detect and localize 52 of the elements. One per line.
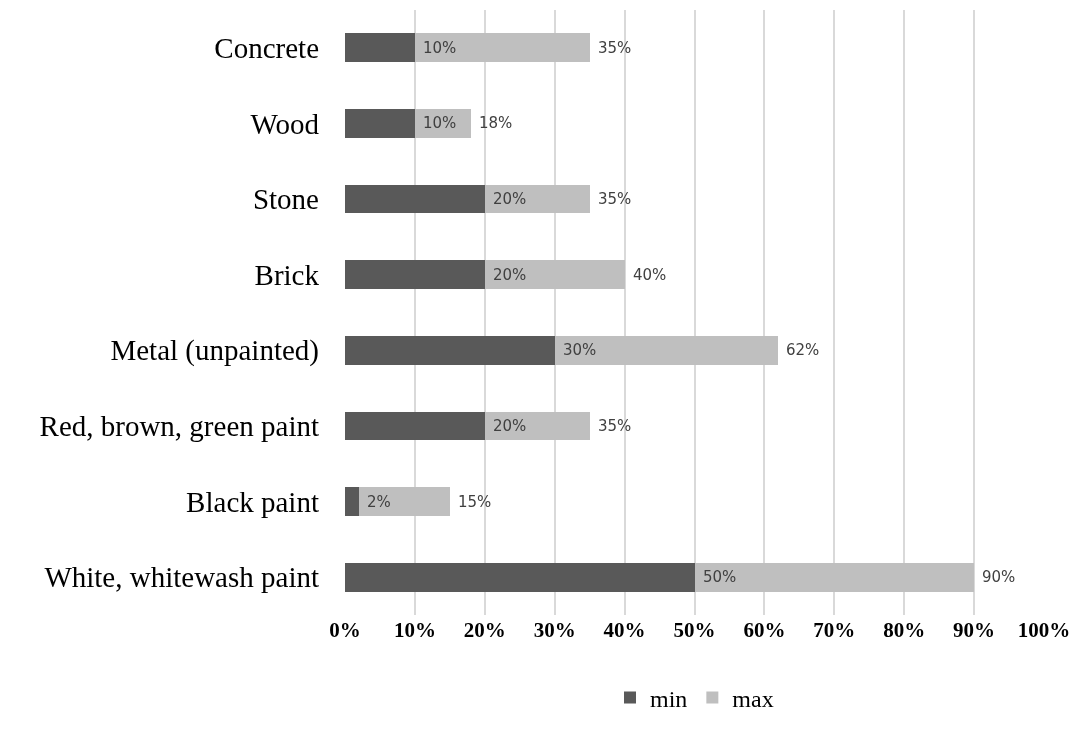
y-tick-label: Black paint [186, 485, 319, 518]
total-label: 35% [598, 417, 632, 435]
data-label: 2% [367, 493, 391, 511]
bar [694, 562, 975, 592]
bar [345, 260, 485, 290]
bar [484, 411, 590, 441]
x-tick-label: 100% [1017, 618, 1071, 642]
bar [345, 411, 485, 441]
data-label: 50% [703, 568, 737, 586]
data-label: 30% [563, 341, 597, 359]
bar [345, 562, 695, 592]
total-label: 35% [598, 190, 632, 208]
data-label: 20% [493, 266, 527, 284]
y-tick-label: White, whitewash paint [44, 561, 319, 594]
y-tick-label: Brick [254, 258, 320, 291]
y-tick-label: Metal (unpainted) [110, 334, 319, 368]
total-label: 90% [982, 568, 1016, 586]
bar [414, 33, 590, 63]
bar [484, 184, 590, 214]
total-label: 62% [786, 341, 820, 359]
x-tick-label: 30% [533, 618, 576, 642]
x-tick-label: 60% [743, 618, 786, 642]
x-tick-label: 80% [883, 618, 926, 642]
total-label: 15% [458, 493, 492, 511]
y-tick-label: Wood [250, 107, 320, 140]
bar [345, 487, 359, 516]
x-tick-label: 40% [603, 618, 646, 642]
data-label: 20% [493, 190, 527, 208]
x-tick-label: 20% [463, 618, 506, 642]
total-label: 35% [598, 39, 632, 57]
bar [484, 260, 625, 290]
x-tick-label: 70% [813, 618, 856, 642]
data-label: 20% [493, 417, 527, 435]
x-tick-label: 10% [393, 618, 436, 642]
data-label: 10% [423, 114, 457, 132]
bar [554, 335, 779, 365]
data-label: 10% [423, 39, 457, 57]
total-label: 18% [479, 114, 513, 132]
x-tick-label: 50% [673, 618, 716, 642]
bar [358, 487, 450, 516]
bar [345, 184, 485, 214]
bar [345, 335, 555, 365]
total-label: 40% [633, 266, 667, 284]
bar [345, 33, 415, 63]
y-tick-label: Red, brown, green paint [39, 410, 319, 443]
y-tick-label: Stone [252, 183, 319, 216]
y-tick-label: Concrete [214, 31, 319, 64]
bar [345, 109, 415, 138]
x-tick-label: 90% [953, 618, 996, 642]
x-tick-label: 0% [329, 618, 361, 642]
legend-label: min [650, 685, 688, 712]
legend-label: max [732, 685, 774, 712]
